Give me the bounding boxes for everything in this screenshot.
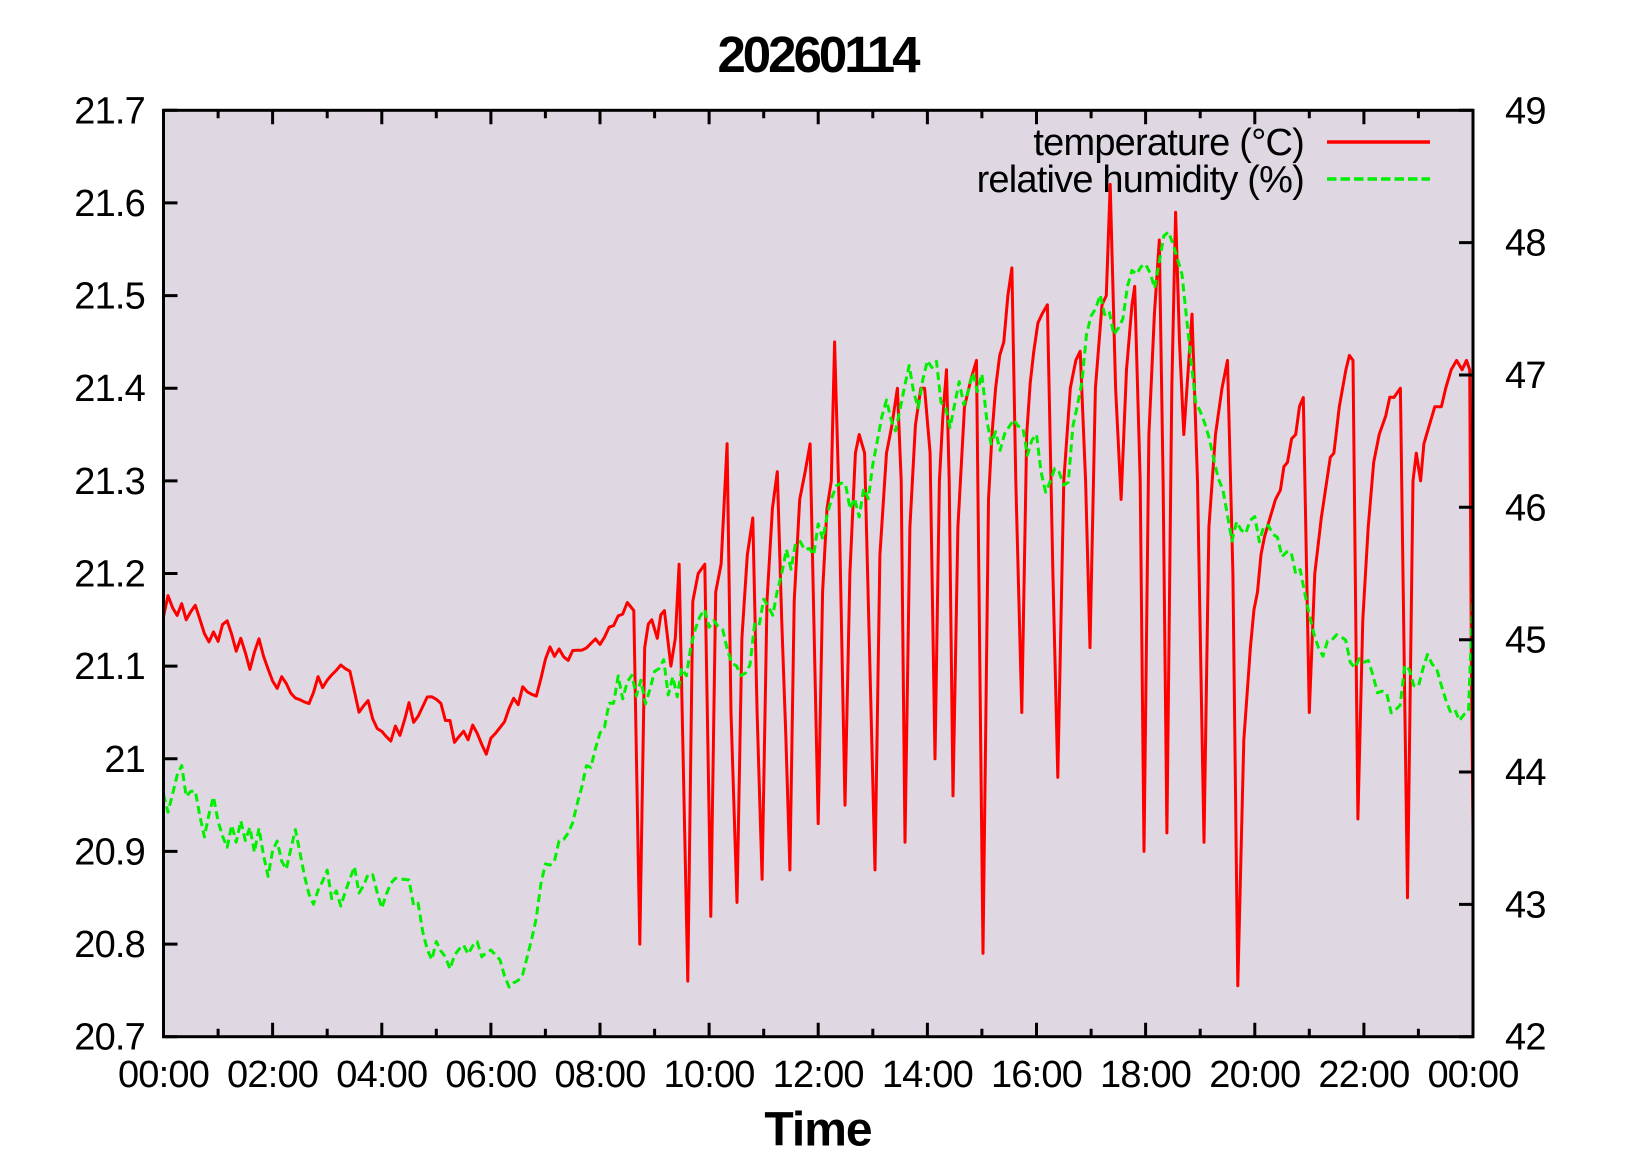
- svg-text:10:00: 10:00: [664, 1054, 755, 1096]
- svg-text:12:00: 12:00: [773, 1054, 864, 1096]
- svg-text:temperature (°C): temperature (°C): [1033, 122, 1304, 164]
- svg-text:45: 45: [1505, 620, 1546, 662]
- svg-text:48: 48: [1505, 223, 1546, 265]
- svg-text:00:00: 00:00: [1427, 1054, 1518, 1096]
- svg-text:Time: Time: [764, 1104, 871, 1155]
- svg-text:04:00: 04:00: [336, 1054, 427, 1096]
- svg-text:47: 47: [1505, 355, 1546, 397]
- svg-text:42: 42: [1505, 1017, 1546, 1059]
- svg-text:20.8: 20.8: [74, 924, 145, 966]
- svg-text:21.2: 21.2: [74, 554, 145, 596]
- svg-text:21.3: 21.3: [74, 461, 145, 503]
- svg-text:20.9: 20.9: [74, 831, 145, 873]
- svg-text:18:00: 18:00: [1100, 1054, 1191, 1096]
- svg-text:44: 44: [1505, 752, 1546, 794]
- svg-text:relative humidity (%): relative humidity (%): [977, 159, 1304, 201]
- svg-text:20260114: 20260114: [717, 26, 921, 83]
- svg-text:22:00: 22:00: [1318, 1054, 1409, 1096]
- svg-text:49: 49: [1505, 90, 1546, 132]
- svg-text:00:00: 00:00: [118, 1054, 209, 1096]
- svg-text:08:00: 08:00: [554, 1054, 645, 1096]
- svg-text:21.4: 21.4: [74, 368, 145, 410]
- svg-text:02:00: 02:00: [227, 1054, 318, 1096]
- svg-text:20.7: 20.7: [74, 1017, 145, 1059]
- svg-text:46: 46: [1505, 487, 1546, 529]
- svg-text:21.6: 21.6: [74, 183, 145, 225]
- svg-text:20:00: 20:00: [1209, 1054, 1300, 1096]
- svg-text:43: 43: [1505, 884, 1546, 926]
- svg-text:06:00: 06:00: [445, 1054, 536, 1096]
- svg-text:14:00: 14:00: [882, 1054, 973, 1096]
- svg-text:21.5: 21.5: [74, 276, 145, 318]
- svg-text:21: 21: [104, 739, 145, 781]
- svg-text:16:00: 16:00: [991, 1054, 1082, 1096]
- svg-text:21.7: 21.7: [74, 90, 145, 132]
- svg-text:21.1: 21.1: [74, 646, 145, 688]
